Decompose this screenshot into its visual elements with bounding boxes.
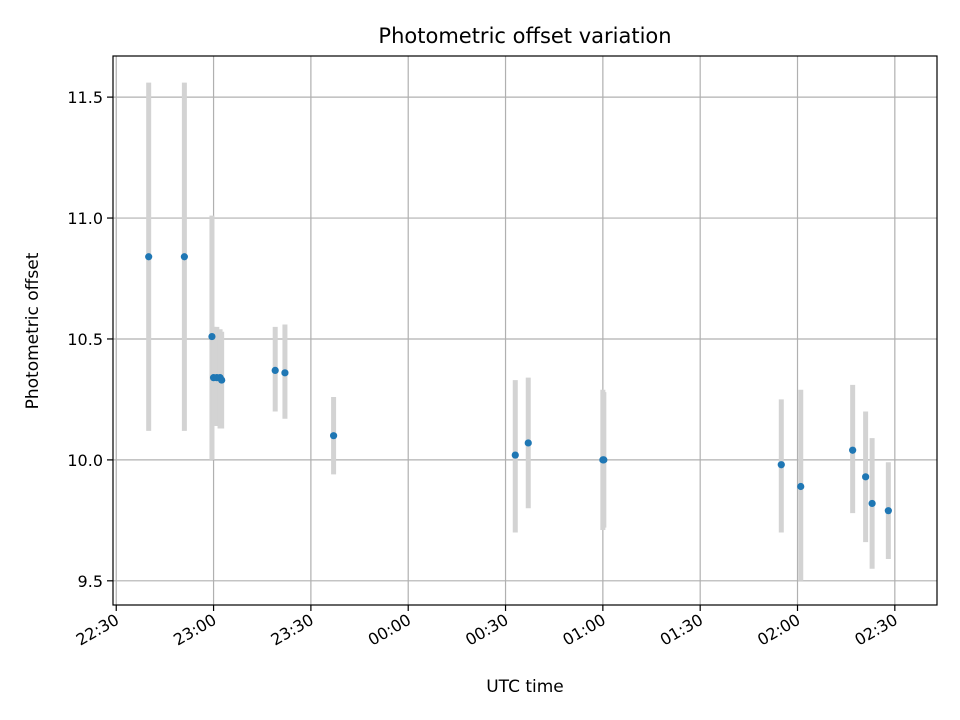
y-tick-label: 11.0: [67, 209, 103, 228]
data-point: [271, 366, 279, 375]
x-tick-label: 02:00: [754, 610, 803, 650]
data-point: [777, 461, 785, 469]
data-point: [145, 253, 153, 261]
grid: [113, 56, 937, 605]
data-point: [849, 446, 857, 454]
x-tick-label: 23:30: [267, 610, 316, 650]
data-point: [208, 332, 216, 341]
error-bars: [146, 82, 891, 581]
x-tick-label: 02:30: [851, 610, 900, 650]
y-tick-label: 9.5: [78, 572, 103, 591]
x-axis-label: UTC time: [486, 677, 564, 697]
data-point: [797, 482, 805, 491]
data-point: [524, 439, 532, 447]
y-axis-label: Photometric offset: [23, 252, 43, 409]
data-point: [281, 369, 289, 377]
data-points: [145, 253, 892, 515]
axis-ticks: 22:30 23:00 23:30 00:00 00:30 01:00 01:30 02:00…: [67, 88, 900, 649]
x-tick-label: 22:30: [73, 610, 122, 650]
data-point: [868, 499, 876, 508]
plot-frame: [112, 55, 938, 606]
x-tick-label: 01:30: [657, 610, 706, 650]
data-point: [329, 432, 338, 440]
data-point: [180, 253, 188, 261]
x-tick-label: 00:00: [365, 610, 414, 650]
data-point: [600, 456, 608, 464]
x-tick-label: 00:30: [462, 610, 511, 650]
y-tick-label: 11.5: [67, 88, 103, 107]
data-point: [862, 473, 870, 481]
x-tick-label: 23:00: [170, 610, 219, 650]
y-tick-label: 10.0: [67, 451, 103, 470]
data-point: [511, 451, 519, 459]
data-point: [218, 376, 226, 384]
data-point: [884, 507, 892, 515]
chart-title: Photometric offset variation: [378, 24, 671, 48]
x-tick-label: 01:00: [559, 610, 608, 650]
y-tick-label: 10.5: [67, 330, 103, 349]
